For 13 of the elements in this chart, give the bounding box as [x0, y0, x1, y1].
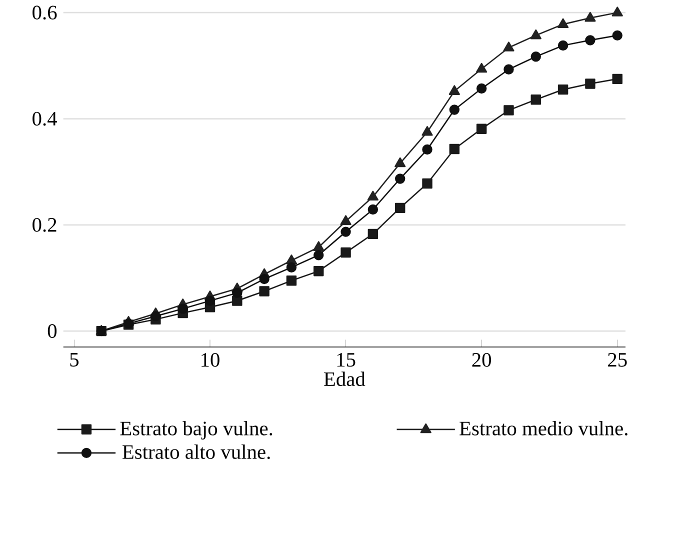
legend-label: Estrato alto vulne.: [122, 444, 270, 459]
y-tick-label: 0: [48, 324, 57, 338]
x-tick-label: 5: [70, 352, 79, 366]
x-tick-label: 15: [337, 352, 356, 367]
x-axis-title: Edad: [324, 372, 366, 386]
y-tick-label: 0.6: [32, 6, 57, 20]
y-tick-label: 0.4: [32, 112, 58, 126]
legend-label: Estrato medio vulne.: [460, 420, 628, 436]
x-tick-label: 20: [472, 352, 491, 367]
x-tick-label: 25: [608, 352, 627, 367]
x-tick-label: 10: [202, 352, 220, 367]
legend-label: Estrato bajo vulne.: [120, 420, 272, 440]
y-tick-label: 0.2: [32, 218, 56, 232]
